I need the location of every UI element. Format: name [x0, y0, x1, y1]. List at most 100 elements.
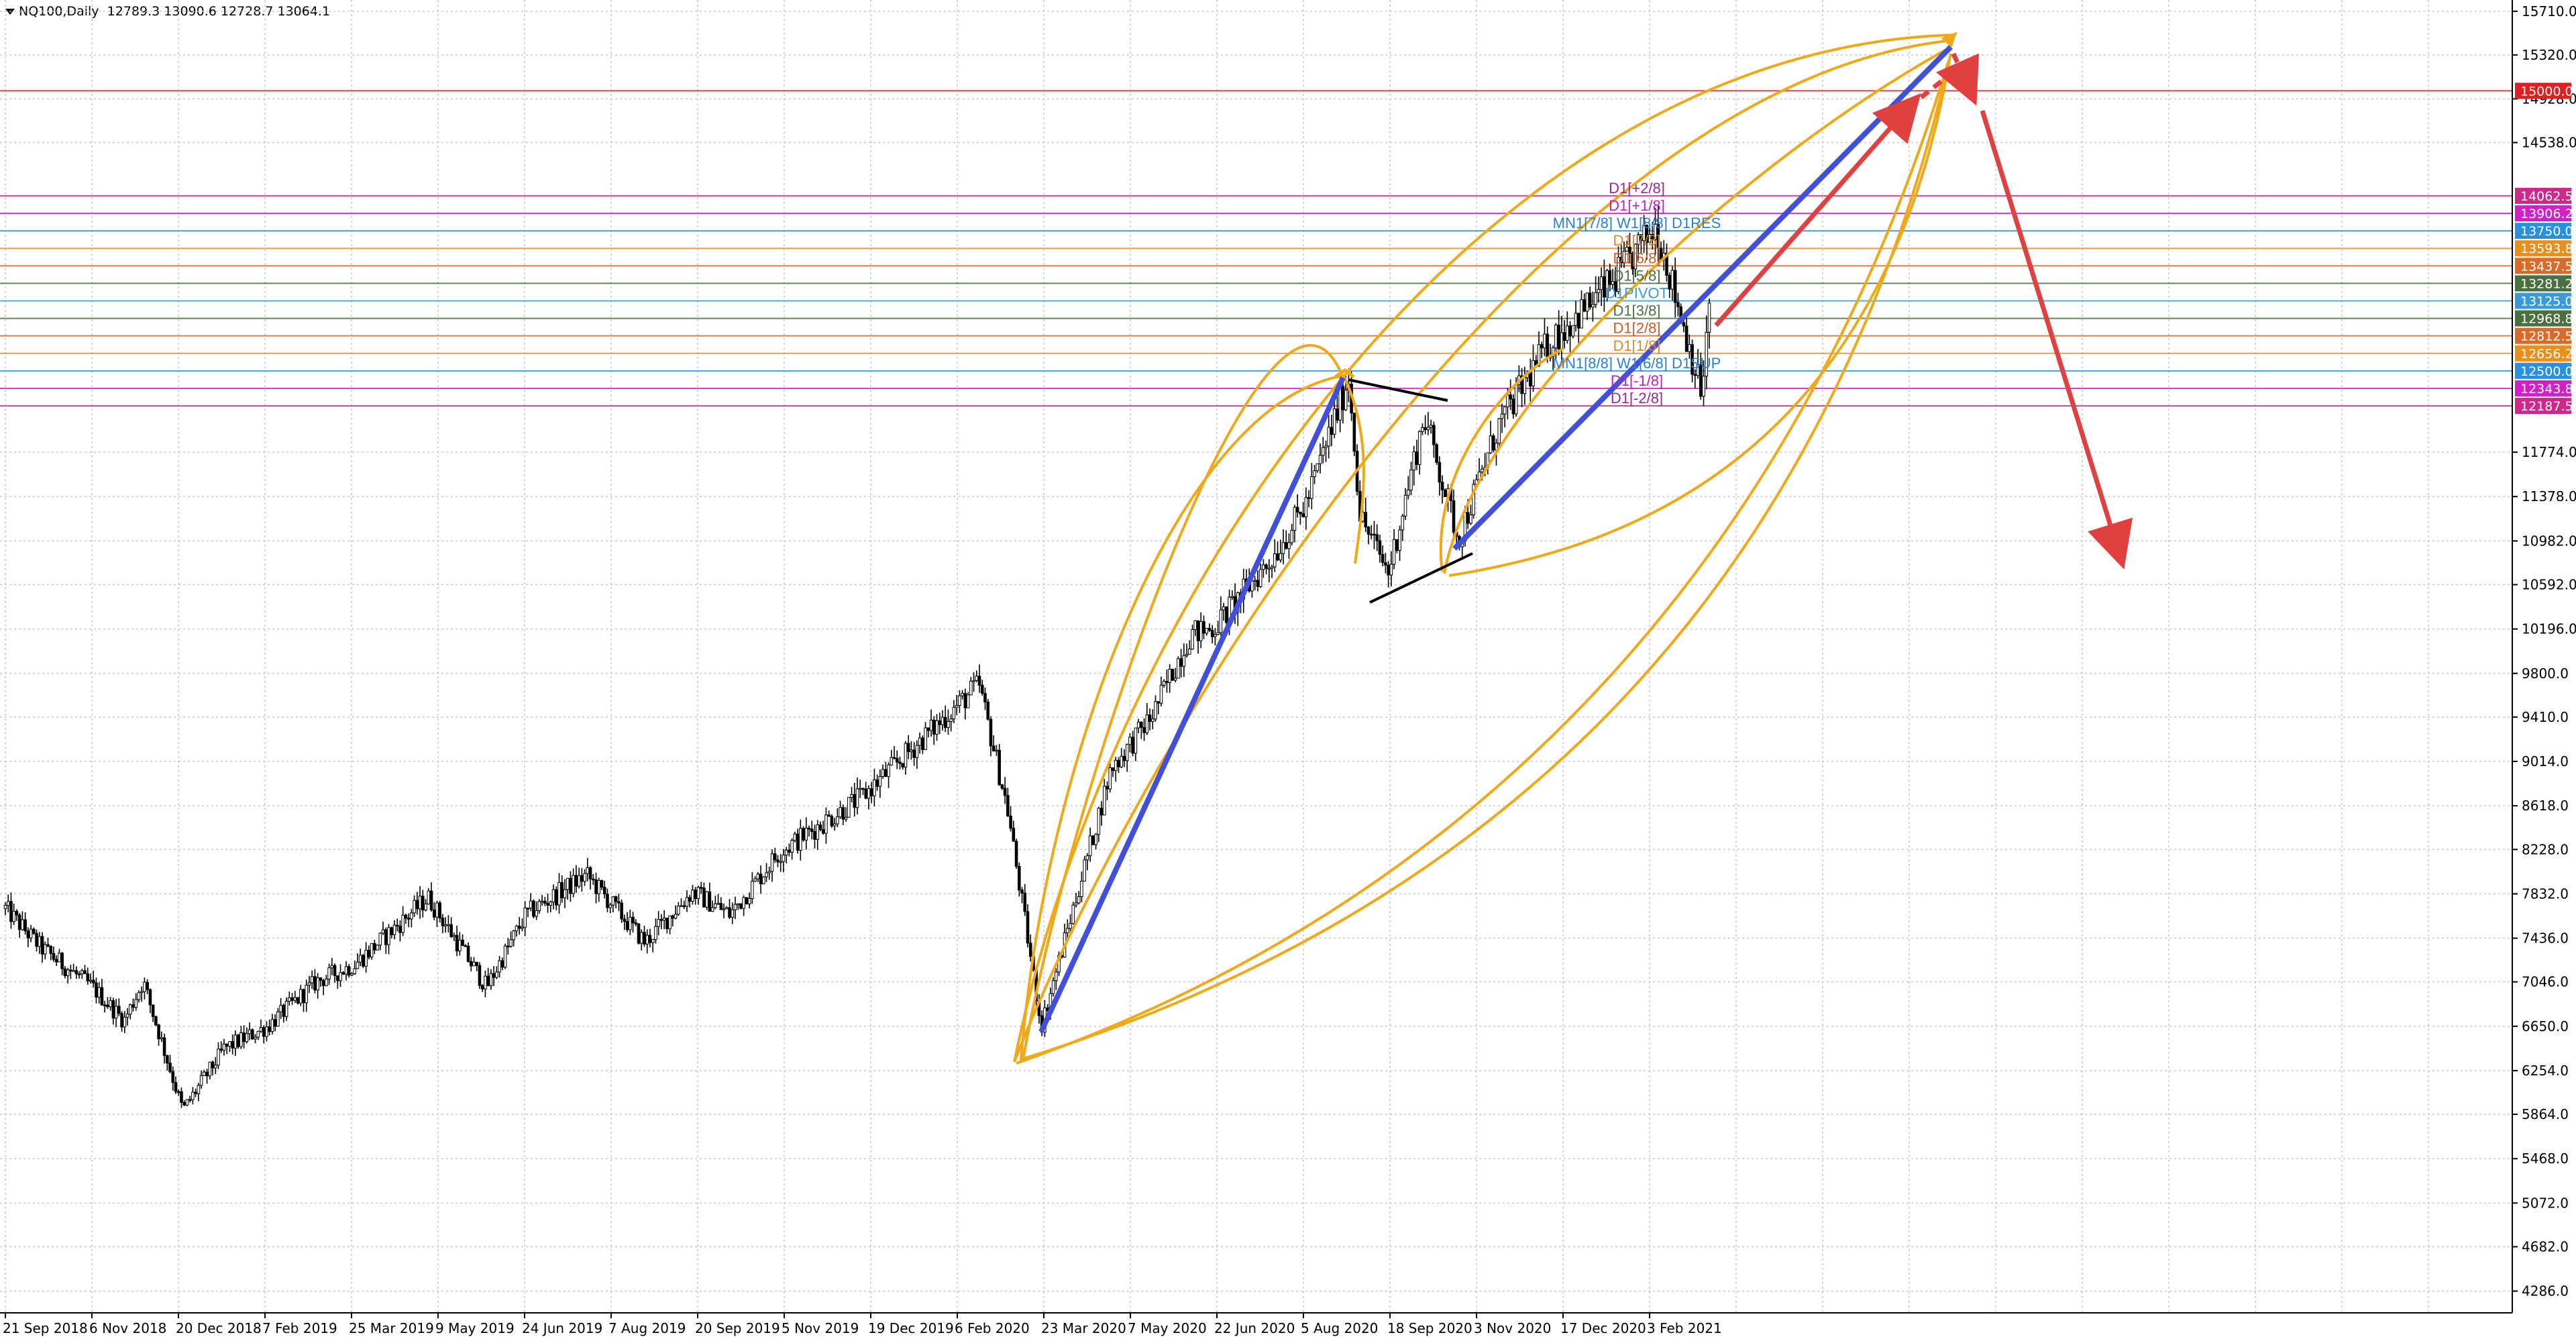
candle-body — [977, 676, 981, 686]
candle-body — [1611, 281, 1615, 285]
candle-body — [160, 1037, 164, 1040]
candle-body — [443, 924, 447, 926]
candle-body — [1253, 580, 1256, 582]
x-tick-label-10: 19 Dec 2019 — [868, 1320, 954, 1336]
candle-body — [1103, 786, 1106, 816]
candle-body — [765, 872, 768, 877]
candle-body — [162, 1037, 166, 1056]
candle-body — [677, 906, 680, 915]
candle-body — [262, 1027, 266, 1037]
candle-body — [884, 769, 888, 777]
candle-body — [1557, 325, 1560, 350]
candle-body — [91, 979, 95, 983]
candle-body — [1369, 533, 1373, 536]
murrey-levels — [0, 90, 2512, 407]
candle-body — [1191, 629, 1194, 649]
level-price-label-5: 13437.5 — [2520, 259, 2573, 274]
candle-body — [1398, 529, 1401, 551]
candle-body — [239, 1032, 243, 1047]
candle-body — [1188, 648, 1191, 655]
candle-body — [506, 945, 510, 948]
candle-body — [869, 788, 873, 796]
candle-body — [1003, 788, 1007, 796]
candle-body — [1136, 721, 1140, 729]
candle-body — [904, 743, 908, 767]
candle-body — [751, 881, 754, 899]
candle-body — [770, 853, 774, 872]
candle-body — [410, 912, 413, 920]
x-tick-label-12: 23 Mar 2020 — [1041, 1320, 1126, 1336]
candle-body — [205, 1071, 209, 1077]
candle-body — [495, 971, 498, 978]
candle-body — [353, 968, 357, 974]
candle-body — [827, 814, 830, 817]
level-price-box — [2515, 362, 2571, 379]
candle-body — [1352, 413, 1356, 452]
candle-body — [1000, 784, 1004, 789]
candle-body — [1699, 364, 1703, 397]
orange-arc-curve — [1013, 34, 1956, 1063]
candle-body — [1435, 444, 1438, 463]
candle-body — [1026, 911, 1030, 944]
candle-body — [702, 888, 706, 908]
candle-body — [719, 902, 723, 910]
candle-body — [895, 757, 899, 763]
candle-body — [100, 987, 104, 1006]
candle-body — [1395, 539, 1399, 551]
candle-body — [1324, 445, 1328, 448]
level-annotation-4: D1[6/8] — [1613, 250, 1661, 266]
candle-body — [572, 875, 575, 894]
candle-body — [1617, 257, 1620, 292]
candle-body — [469, 961, 473, 967]
candle-body — [608, 904, 612, 908]
candle-body — [225, 1043, 229, 1047]
candle-body — [1421, 427, 1424, 432]
candle-body — [1588, 292, 1592, 308]
candle-body — [966, 694, 970, 708]
candle-body — [1509, 394, 1512, 400]
blue-trend-line-1 — [1038, 376, 1346, 1033]
candle-body — [788, 849, 791, 853]
candle-body — [478, 965, 482, 986]
candle-body — [1318, 455, 1322, 464]
candle-body — [691, 890, 694, 902]
candle-body — [83, 970, 87, 975]
candle-body — [1654, 223, 1657, 240]
candle-body — [1705, 331, 1709, 377]
candle-body — [566, 877, 570, 890]
candle-body — [1554, 325, 1558, 349]
candle-body — [1444, 489, 1447, 497]
candle-body — [392, 924, 396, 935]
candle-body — [1688, 344, 1691, 352]
candle-body — [1080, 881, 1083, 898]
candle-body — [128, 1004, 132, 1015]
candle-body — [341, 972, 345, 975]
candle-body — [498, 960, 501, 973]
candle-body — [1077, 896, 1081, 904]
candle-body — [818, 824, 822, 831]
x-tick-label-14: 22 Jun 2020 — [1214, 1320, 1295, 1336]
candle-body — [631, 916, 635, 924]
candle-body — [276, 1011, 280, 1027]
candle-body — [929, 719, 933, 731]
candle-body — [1270, 566, 1274, 569]
candle-body — [432, 909, 436, 918]
candle-body — [415, 900, 419, 910]
candle-body — [17, 914, 21, 930]
grid — [0, 0, 2512, 1313]
orange-peak-marker — [1334, 368, 1355, 379]
candle-body — [166, 1055, 169, 1064]
candle-body — [1279, 553, 1283, 561]
candle-body — [125, 1014, 129, 1018]
candle-body — [1546, 333, 1549, 359]
candle-body — [1562, 332, 1566, 341]
candle-body — [1532, 360, 1535, 386]
candle-body — [29, 928, 33, 939]
candle-body — [1265, 564, 1268, 569]
candle-body — [1327, 427, 1331, 447]
orange-arc-curve — [1342, 375, 1365, 564]
level-annotations: D1[+2/8]D1[+1/8]MN1[7/8] W1[8/8] D1RESD1… — [1553, 180, 1721, 407]
candle-body — [1210, 630, 1214, 637]
level-price-box — [2515, 380, 2571, 396]
